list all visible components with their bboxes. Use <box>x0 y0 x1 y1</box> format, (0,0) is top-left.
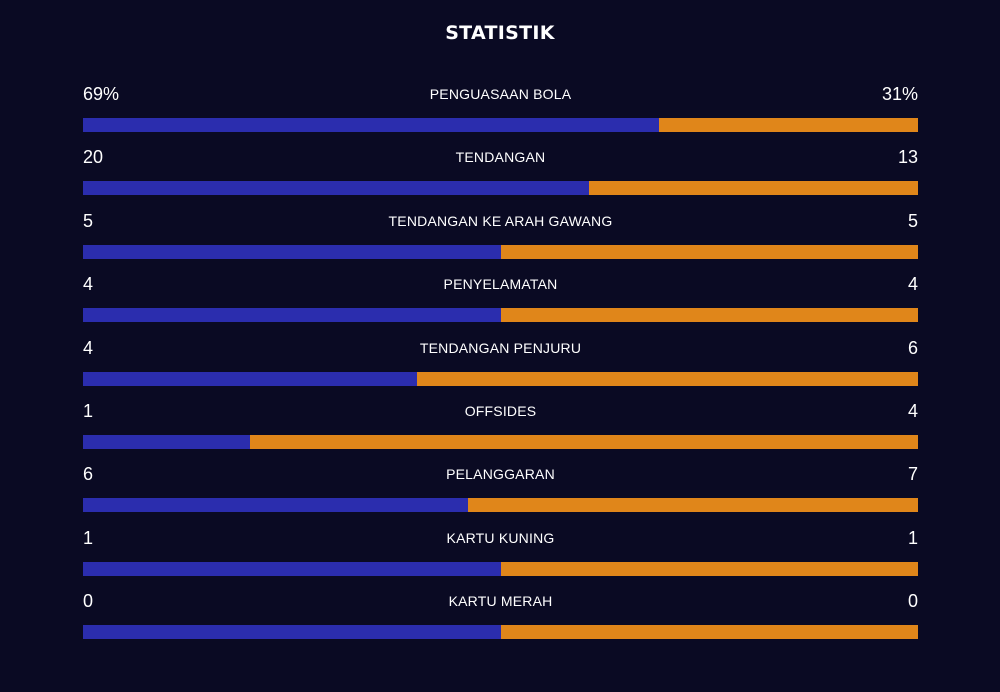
away-bar-segment <box>500 308 918 323</box>
home-value: 0 <box>83 591 94 612</box>
comparison-bar <box>83 625 918 640</box>
away-bar-segment <box>589 181 918 196</box>
home-value: 4 <box>83 274 94 295</box>
home-bar-segment <box>83 244 501 259</box>
stat-row-corners: 4 TENDANGAN PENJURU 6 <box>83 334 918 397</box>
comparison-bar <box>83 498 918 513</box>
stat-head: 69% PENGUASAAN BOLA 31% <box>83 80 918 108</box>
away-value: 5 <box>907 210 918 231</box>
stat-row-offsides: 1 OFFSIDES 4 <box>83 397 918 460</box>
home-bar-segment <box>83 434 250 449</box>
stat-head: 1 OFFSIDES 4 <box>83 397 918 425</box>
stat-label: PENGUASAAN BOLA <box>429 86 572 102</box>
away-value: 13 <box>897 147 918 168</box>
away-value: 0 <box>907 591 918 612</box>
stat-head: 4 TENDANGAN PENJURU 6 <box>83 334 918 362</box>
stat-row-shots: 20 TENDANGAN 13 <box>83 143 918 206</box>
away-value: 4 <box>907 274 918 295</box>
stat-head: 5 TENDANGAN KE ARAH GAWANG 5 <box>83 207 918 235</box>
stat-label: KARTU KUNING <box>446 529 555 546</box>
home-value: 4 <box>83 337 94 358</box>
home-bar-segment <box>83 308 501 323</box>
away-bar-segment <box>500 625 918 640</box>
away-bar-segment <box>250 434 918 449</box>
stat-label: TENDANGAN PENJURU <box>419 339 582 356</box>
away-bar-segment <box>659 118 918 132</box>
home-bar-segment <box>83 181 590 196</box>
home-value: 1 <box>83 400 94 421</box>
stat-row-red-cards: 0 KARTU MERAH 0 <box>83 587 918 650</box>
stat-row-possession: 69% PENGUASAAN BOLA 31% <box>83 80 918 143</box>
comparison-bar <box>83 308 918 323</box>
stat-row-saves: 4 PENYELAMATAN 4 <box>83 270 918 333</box>
away-value: 7 <box>907 464 918 485</box>
stats-title: STATISTIK <box>445 22 555 44</box>
stat-head: 6 PELANGGARAN 7 <box>83 460 918 488</box>
home-value: 1 <box>83 527 94 548</box>
stat-head: 1 KARTU KUNING 1 <box>83 524 918 552</box>
stat-row-yellow-cards: 1 KARTU KUNING 1 <box>83 524 918 587</box>
stat-label: TENDANGAN KE ARAH GAWANG <box>388 212 613 229</box>
home-bar-segment <box>83 498 469 513</box>
comparison-bar <box>83 244 918 259</box>
stat-label: OFFSIDES <box>464 402 537 419</box>
away-bar-segment <box>417 371 918 386</box>
stat-label: PELANGGARAN <box>446 466 555 483</box>
stat-head: 20 TENDANGAN 13 <box>83 143 918 171</box>
stat-head: 4 PENYELAMATAN 4 <box>83 270 918 298</box>
away-value: 6 <box>907 337 918 358</box>
home-bar-segment <box>83 625 501 640</box>
away-bar-segment <box>500 561 918 576</box>
stat-head: 0 KARTU MERAH 0 <box>83 587 918 615</box>
away-bar-segment <box>468 498 918 513</box>
stat-label: PENYELAMATAN <box>443 276 558 293</box>
home-value: 5 <box>83 210 94 231</box>
home-bar-segment <box>83 371 417 386</box>
home-value: 6 <box>83 464 94 485</box>
stats-list: 69% PENGUASAAN BOLA 31% 20 TENDANGAN 13 … <box>83 80 918 651</box>
home-value: 69% <box>83 84 120 104</box>
away-bar-segment <box>500 244 918 259</box>
home-bar-segment <box>83 561 501 576</box>
stat-label: TENDANGAN <box>455 149 546 166</box>
away-value: 1 <box>907 527 918 548</box>
home-bar-segment <box>83 118 660 132</box>
home-value: 20 <box>83 147 104 168</box>
away-value: 31% <box>881 84 918 104</box>
comparison-bar <box>83 181 918 196</box>
away-value: 4 <box>907 400 918 421</box>
stat-row-shots-on-target: 5 TENDANGAN KE ARAH GAWANG 5 <box>83 207 918 270</box>
stat-row-fouls: 6 PELANGGARAN 7 <box>83 460 918 523</box>
comparison-bar <box>83 561 918 576</box>
comparison-bar <box>83 371 918 386</box>
stat-label: KARTU MERAH <box>448 593 553 610</box>
comparison-bar <box>83 118 918 132</box>
comparison-bar <box>83 434 918 449</box>
